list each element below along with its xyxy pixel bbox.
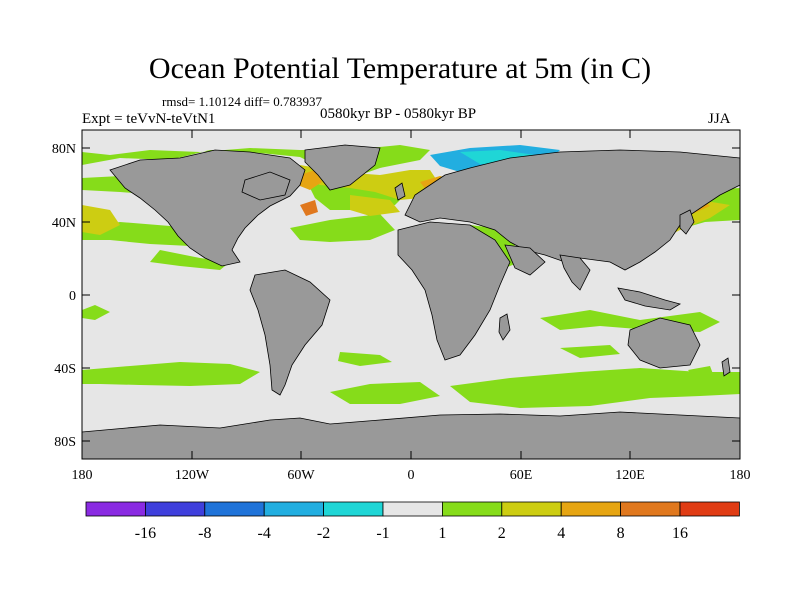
land-masses [82,144,740,459]
lon-label-120e: 120E [615,468,645,483]
colorbar-label-2: -4 [258,525,271,542]
anomaly-darkorange [300,200,318,216]
colorbar-label-4: -1 [376,525,389,542]
map-field [82,130,740,459]
colorbar-label-1: -8 [198,525,211,542]
lon-labels: 180 120W 60W 0 60E 120E 180 [72,468,751,483]
lon-label-0: 0 [408,468,415,483]
colorbar-label-0: -16 [135,525,156,542]
lat-label-80n: 80N [52,142,76,157]
colorbar-bin-7 [501,501,562,517]
colorbar: -16 -8 -4 -2 -1 1 2 4 8 16 [85,501,740,542]
land-arabia [504,244,546,276]
lat-label-80s: 80S [54,435,76,450]
lon-label-60e: 60E [510,468,533,483]
lat-label-0: 0 [69,289,76,304]
land-antarctica [82,411,740,459]
lon-label-180e: 180 [730,468,751,483]
lon-label-60w: 60W [287,468,315,483]
lon-label-180w: 180 [72,468,93,483]
colorbar-label-7: 4 [557,525,565,542]
lon-ticks [81,130,741,459]
lat-label-40n: 40N [52,216,76,231]
colorbar-label-3: -2 [317,525,330,542]
land-india [559,254,591,291]
colorbar-bin-8 [560,501,622,517]
colorbar-bin-1 [144,501,206,517]
colorbar-label-5: 1 [438,525,446,542]
period-label: 0580kyr BP - 0580kyr BP [320,106,477,122]
stats-label: rmsd= 1.10124 diff= 0.783937 [162,94,322,109]
land-eurasia [404,149,740,271]
colorbar-bin-5 [382,501,443,517]
land-uk [394,182,406,201]
lat-ticks [82,147,740,442]
land-africa [397,221,511,361]
colorbar-bin-4 [323,501,384,517]
lat-labels: 80N 40N 0 40S 80S [52,142,76,450]
colorbar-bin-3 [263,501,325,517]
season-label: JJA [708,111,731,127]
experiment-label: Expt = teVvN-teVtN1 [82,111,216,127]
land-south-america [249,269,331,396]
colorbar-bin-10 [679,501,740,517]
colorbar-bin-0 [85,501,146,517]
colorbar-bin-9 [620,501,681,517]
land-new-zealand [721,357,731,377]
lon-label-120w: 120W [175,468,210,483]
land-japan [679,209,695,235]
lat-label-40s: 40S [54,362,76,377]
colorbar-label-9: 16 [672,525,688,542]
colorbar-label-6: 2 [498,525,506,542]
map-title: Ocean Potential Temperature at 5m (in C) [148,52,652,85]
land-north-america [109,149,306,267]
colorbar-label-8: 8 [617,525,625,542]
land-australia [627,317,701,369]
land-greenland [304,144,381,191]
land-madagascar [498,313,511,341]
colorbar-bin-6 [441,501,503,517]
land-indonesia [617,287,682,311]
colorbar-bin-2 [204,501,265,517]
